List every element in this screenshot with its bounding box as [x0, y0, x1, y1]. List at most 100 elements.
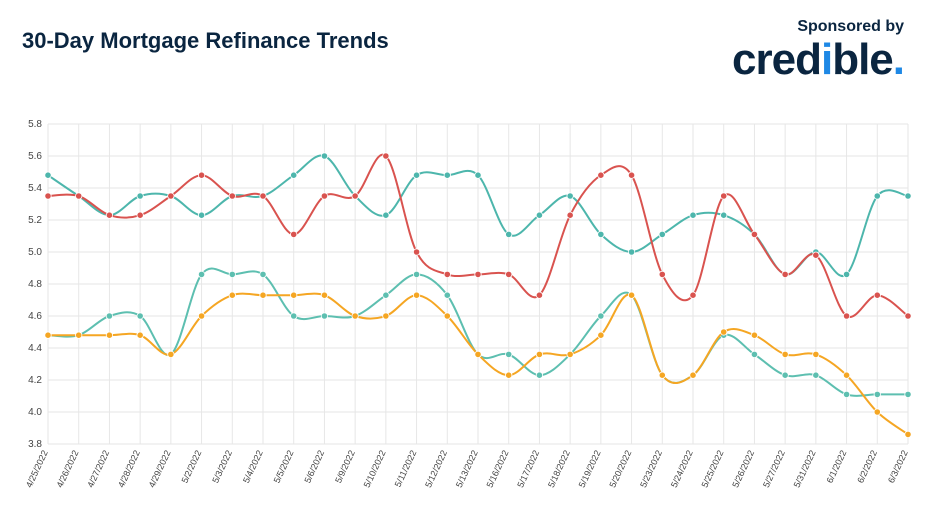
- series-marker-series-a: [45, 172, 51, 178]
- series-marker-series-b: [874, 292, 880, 298]
- series-marker-series-d: [444, 313, 450, 319]
- series-marker-series-b: [106, 212, 112, 218]
- ytick-label: 5.0: [28, 247, 42, 258]
- xtick-label: 5/25/2022: [700, 449, 726, 490]
- series-marker-series-d: [383, 313, 389, 319]
- series-marker-series-b: [506, 271, 512, 277]
- xtick-label: 5/6/2022: [302, 449, 326, 485]
- ytick-label: 5.2: [28, 215, 42, 226]
- series-marker-series-c: [598, 313, 604, 319]
- series-marker-series-b: [598, 172, 604, 178]
- series-marker-series-d: [76, 332, 82, 338]
- series-marker-series-d: [45, 332, 51, 338]
- xtick-label: 4/27/2022: [85, 449, 111, 490]
- series-marker-series-b: [813, 252, 819, 258]
- header: 30-Day Mortgage Refinance Trends Sponsor…: [0, 0, 932, 90]
- series-marker-series-c: [506, 351, 512, 357]
- series-marker-series-a: [383, 212, 389, 218]
- series-marker-series-a: [198, 212, 204, 218]
- series-marker-series-d: [721, 329, 727, 335]
- series-marker-series-a: [536, 212, 542, 218]
- series-marker-series-a: [628, 249, 634, 255]
- series-marker-series-a: [721, 212, 727, 218]
- series-marker-series-b: [536, 292, 542, 298]
- xtick-label: 5/18/2022: [546, 449, 572, 490]
- xtick-label: 5/23/2022: [638, 449, 664, 490]
- series-marker-series-b: [444, 271, 450, 277]
- series-marker-series-b: [721, 193, 727, 199]
- series-marker-series-d: [475, 351, 481, 357]
- series-marker-series-d: [198, 313, 204, 319]
- ytick-label: 4.4: [28, 343, 42, 354]
- series-marker-series-b: [352, 193, 358, 199]
- series-marker-series-d: [813, 351, 819, 357]
- series-marker-series-b: [475, 271, 481, 277]
- series-marker-series-b: [229, 193, 235, 199]
- series-marker-series-c: [137, 313, 143, 319]
- series-marker-series-a: [598, 231, 604, 237]
- sponsor-label: Sponsored by: [732, 18, 904, 36]
- series-marker-series-d: [782, 351, 788, 357]
- series-marker-series-d: [506, 372, 512, 378]
- xtick-label: 6/2/2022: [855, 449, 879, 485]
- series-marker-series-a: [690, 212, 696, 218]
- series-marker-series-b: [782, 271, 788, 277]
- series-marker-series-b: [628, 172, 634, 178]
- xtick-label: 5/4/2022: [241, 449, 265, 485]
- series-marker-series-d: [137, 332, 143, 338]
- ytick-label: 4.8: [28, 279, 42, 290]
- series-marker-series-a: [567, 193, 573, 199]
- xtick-label: 4/25/2022: [24, 449, 50, 490]
- series-marker-series-b: [321, 193, 327, 199]
- series-marker-series-d: [874, 409, 880, 415]
- series-marker-series-a: [321, 153, 327, 159]
- series-marker-series-a: [475, 172, 481, 178]
- xtick-label: 5/9/2022: [333, 449, 357, 485]
- series-marker-series-a: [413, 172, 419, 178]
- series-marker-series-c: [291, 313, 297, 319]
- xtick-label: 5/27/2022: [761, 449, 787, 490]
- series-marker-series-b: [659, 271, 665, 277]
- series-marker-series-a: [874, 193, 880, 199]
- series-marker-series-c: [874, 391, 880, 397]
- series-marker-series-c: [444, 292, 450, 298]
- ytick-label: 4.0: [28, 407, 42, 418]
- series-marker-series-d: [690, 372, 696, 378]
- sponsor-block: Sponsored by credible.: [732, 18, 904, 82]
- xtick-label: 5/26/2022: [730, 449, 756, 490]
- series-marker-series-d: [751, 332, 757, 338]
- series-marker-series-a: [291, 172, 297, 178]
- series-marker-series-a: [137, 193, 143, 199]
- series-marker-series-d: [598, 332, 604, 338]
- series-marker-series-c: [843, 391, 849, 397]
- ytick-label: 4.2: [28, 375, 42, 386]
- series-marker-series-d: [905, 431, 911, 437]
- series-marker-series-c: [198, 271, 204, 277]
- series-marker-series-b: [751, 231, 757, 237]
- series-marker-series-b: [76, 193, 82, 199]
- series-marker-series-d: [659, 372, 665, 378]
- chart-container: 3.84.04.24.44.64.85.05.25.45.65.84/25/20…: [14, 118, 918, 514]
- series-marker-series-b: [198, 172, 204, 178]
- series-marker-series-b: [383, 153, 389, 159]
- ytick-label: 5.4: [28, 183, 42, 194]
- xtick-label: 5/31/2022: [792, 449, 818, 490]
- series-marker-series-d: [536, 351, 542, 357]
- series-marker-series-d: [229, 292, 235, 298]
- series-marker-series-d: [843, 372, 849, 378]
- xtick-label: 4/29/2022: [147, 449, 173, 490]
- xtick-label: 5/16/2022: [485, 449, 511, 490]
- xtick-label: 5/13/2022: [454, 449, 480, 490]
- ytick-label: 4.6: [28, 311, 42, 322]
- xtick-label: 5/10/2022: [362, 449, 388, 490]
- series-marker-series-c: [782, 372, 788, 378]
- series-marker-series-c: [751, 351, 757, 357]
- xtick-label: 5/12/2022: [423, 449, 449, 490]
- series-marker-series-d: [567, 351, 573, 357]
- series-marker-series-a: [444, 172, 450, 178]
- xtick-label: 5/5/2022: [272, 449, 296, 485]
- series-marker-series-c: [321, 313, 327, 319]
- series-marker-series-a: [843, 271, 849, 277]
- series-marker-series-b: [905, 313, 911, 319]
- series-marker-series-c: [536, 372, 542, 378]
